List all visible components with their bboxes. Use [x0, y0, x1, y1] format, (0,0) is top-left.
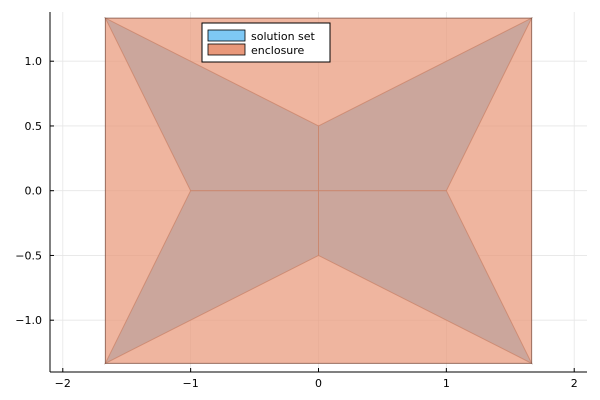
x-tick-label: 1 — [443, 377, 450, 390]
legend-swatch-solution-set — [207, 29, 246, 42]
y-tick-label: 1.0 — [25, 55, 43, 68]
legend-label-solution-set: solution set — [251, 30, 316, 43]
series-enclosure — [104, 17, 533, 364]
enclosure-polygon-0 — [104, 17, 533, 364]
y-tick-label: 0.0 — [25, 185, 43, 198]
y-tick-label: −0.5 — [15, 249, 42, 262]
x-tick-label: 0 — [315, 377, 322, 390]
plot-area — [104, 16, 533, 365]
legend-box — [201, 22, 331, 63]
axes: −2 −1 0 1 2 1.0 0.5 0.0 −0.5 −1.0 — [15, 12, 587, 390]
x-tick-label: 2 — [571, 377, 578, 390]
y-tick-label: 0.5 — [25, 120, 43, 133]
x-tick-label: −2 — [55, 377, 71, 390]
legend-swatch-enclosure — [207, 43, 246, 56]
y-tick-label: −1.0 — [15, 314, 42, 327]
x-tick-label: −1 — [183, 377, 199, 390]
legend-label-enclosure: enclosure — [251, 44, 305, 57]
